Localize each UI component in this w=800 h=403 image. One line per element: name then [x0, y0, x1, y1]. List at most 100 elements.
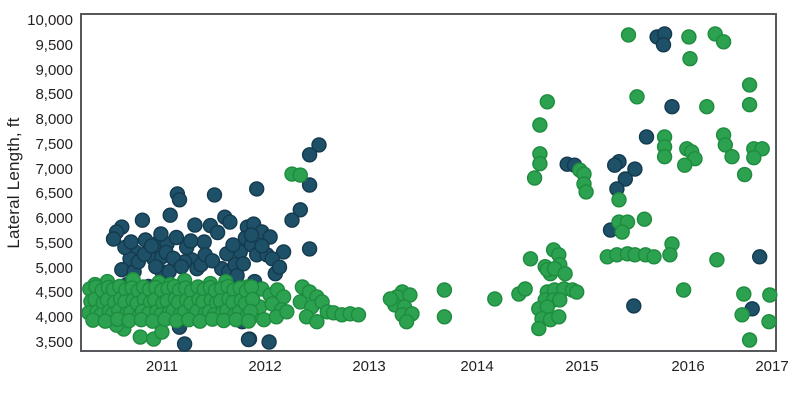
- scatter-dot: [532, 117, 548, 133]
- scatter-dot: [531, 320, 547, 337]
- scatter-dot: [664, 98, 680, 115]
- scatter-dot: [256, 312, 272, 328]
- scatter-dot: [522, 251, 539, 267]
- scatter-dot: [752, 249, 768, 265]
- scatter-dot: [284, 212, 300, 228]
- scatter-dot: [626, 298, 642, 314]
- scatter-dot: [675, 282, 692, 298]
- y-tick-label: 5,000: [35, 259, 73, 277]
- scatter-dot: [301, 147, 318, 163]
- scatter-dot: [309, 314, 325, 330]
- scatter-dot: [275, 244, 292, 260]
- scatter-dot: [551, 309, 567, 325]
- scatter-dot: [709, 252, 725, 268]
- scatter-dot: [235, 256, 252, 272]
- scatter-dot: [677, 157, 693, 173]
- scatter-dot: [171, 192, 188, 208]
- scatter-dot: [636, 211, 653, 227]
- scatter-dot: [715, 34, 732, 50]
- y-tick-label: 7,000: [35, 160, 73, 178]
- scatter-dot: [614, 224, 630, 240]
- scatter-dot: [209, 224, 226, 241]
- scatter-dot: [724, 148, 740, 165]
- scatter-dot: [607, 157, 623, 173]
- scatter-dot: [301, 177, 318, 193]
- scatter-dot: [240, 313, 257, 329]
- scatter-dot: [487, 291, 503, 307]
- y-tick-label: 6,000: [35, 210, 73, 228]
- scatter-dot: [736, 286, 752, 302]
- scatter-dot: [741, 77, 758, 93]
- y-tick-label: 3,500: [35, 334, 73, 351]
- scatter-dot: [311, 137, 327, 153]
- scatter-dot: [168, 229, 185, 246]
- scatter-dot: [569, 284, 585, 300]
- y-tick-label: 8,500: [35, 86, 73, 104]
- scatter-dot: [176, 336, 193, 352]
- scatter-dot: [225, 237, 241, 253]
- scatter-dot: [398, 314, 415, 330]
- series-green-wells: [82, 26, 778, 348]
- scatter-dot: [611, 192, 627, 208]
- scatter-dot: [243, 227, 260, 243]
- scatter-dot: [734, 307, 750, 323]
- plot-area: [80, 13, 778, 352]
- scatter-dot: [539, 94, 555, 110]
- scatter-dot: [699, 98, 715, 115]
- scatter-dot: [248, 181, 265, 197]
- scatter-dot: [761, 314, 777, 330]
- scatter-dot: [517, 281, 533, 297]
- scatter-dot: [148, 258, 164, 275]
- scatter-dot: [271, 259, 288, 275]
- scatter-dot: [192, 313, 208, 329]
- scatter-dot: [746, 149, 762, 166]
- scatter-dot: [656, 148, 673, 165]
- scatter-dot: [206, 187, 223, 203]
- scatter-dot: [204, 253, 221, 269]
- scatter-dot: [629, 89, 645, 105]
- scatter-dot: [741, 332, 758, 348]
- scatter-dot: [655, 37, 672, 53]
- scatter-dot: [436, 282, 453, 298]
- scatter-points-layer: [82, 26, 778, 352]
- x-tick-label: 2015: [565, 358, 599, 375]
- scatter-dot: [292, 167, 309, 183]
- x-tick-label: 2011: [145, 358, 179, 375]
- scatter-dot: [173, 258, 190, 275]
- scatter-dot: [153, 226, 169, 242]
- scatter-dot: [681, 29, 697, 45]
- scatter-dot: [123, 234, 139, 250]
- scatter-dot: [627, 161, 643, 177]
- scatter-dot: [134, 212, 151, 228]
- scatter-dot: [526, 170, 543, 186]
- scatter-dot: [240, 331, 257, 348]
- scatter-dot: [254, 238, 270, 254]
- scatter-dot: [292, 202, 309, 218]
- scatter-dot: [301, 241, 318, 257]
- x-tick-label: 2016: [671, 358, 705, 375]
- scatter-dot: [662, 247, 678, 263]
- scatter-dot: [196, 234, 212, 250]
- scatter-dot: [382, 291, 399, 307]
- y-tick-label: 7,500: [35, 135, 73, 153]
- x-tick-label: 2013: [352, 358, 386, 375]
- scatter-dot: [261, 334, 277, 350]
- scatter-dot: [578, 184, 594, 200]
- scatter-dot: [682, 51, 698, 67]
- scatter-dot: [532, 155, 548, 172]
- scatter-dot: [132, 329, 148, 345]
- scatter-dot: [617, 171, 633, 187]
- y-tick-label: 6,500: [35, 185, 73, 203]
- scatter-dot: [557, 266, 573, 282]
- scatter-dot: [183, 233, 199, 249]
- y-tick-label: 9,000: [35, 61, 73, 79]
- scatter-dot: [646, 249, 662, 265]
- scatter-dot: [552, 292, 568, 308]
- scatter-dot: [105, 231, 122, 247]
- scatter-dot: [162, 207, 178, 223]
- scatter-dot: [762, 287, 778, 303]
- scatter-dot: [436, 309, 453, 325]
- scatter-dot: [638, 129, 655, 145]
- y-tick-label: 4,000: [35, 309, 73, 327]
